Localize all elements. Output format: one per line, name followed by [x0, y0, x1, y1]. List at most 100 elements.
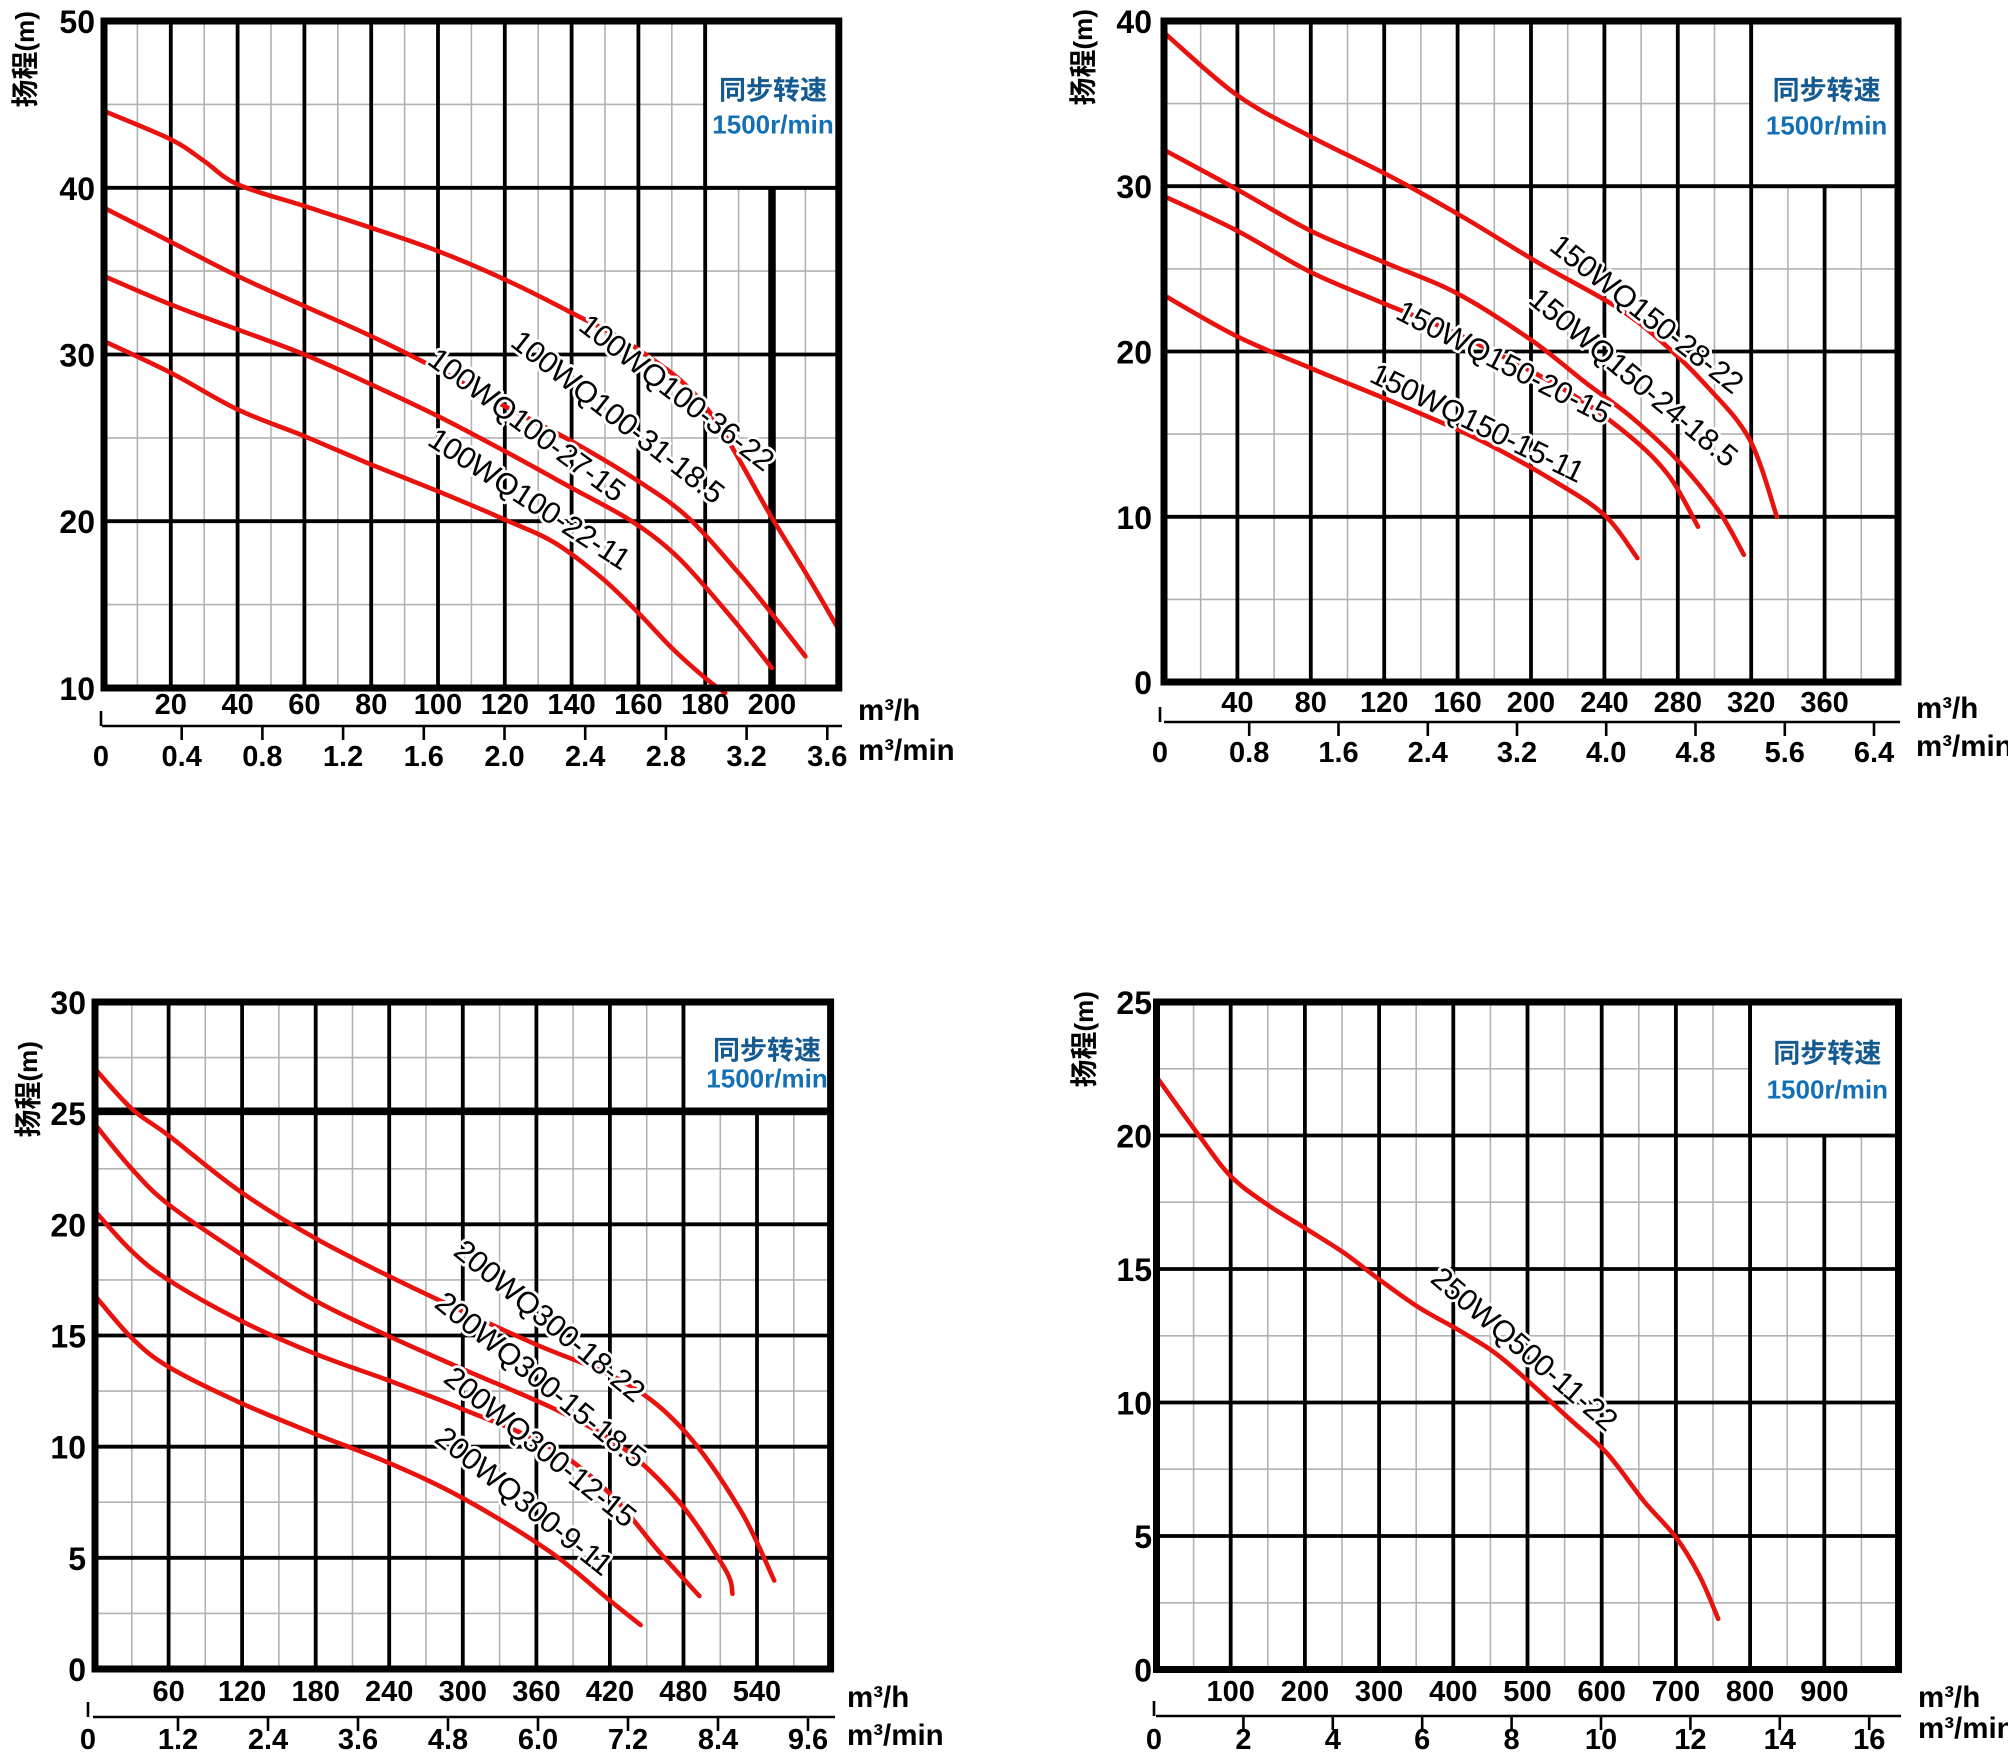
svg-text:800: 800 — [1726, 1676, 1774, 1708]
svg-text:7.2: 7.2 — [608, 1724, 648, 1756]
svg-text:180: 180 — [681, 689, 729, 721]
svg-text:0: 0 — [93, 741, 109, 773]
svg-text:3.6: 3.6 — [807, 741, 847, 773]
svg-text:3.6: 3.6 — [338, 1724, 378, 1756]
svg-text:420: 420 — [586, 1676, 634, 1708]
svg-text:20: 20 — [59, 504, 95, 540]
svg-text:140: 140 — [547, 689, 595, 721]
svg-text:200: 200 — [1281, 1676, 1329, 1708]
svg-text:40: 40 — [1221, 687, 1253, 719]
svg-text:2: 2 — [1235, 1724, 1251, 1756]
svg-text:10: 10 — [59, 671, 95, 707]
svg-text:2.4: 2.4 — [248, 1724, 288, 1756]
svg-text:6: 6 — [1414, 1724, 1430, 1756]
svg-text:4.8: 4.8 — [428, 1724, 468, 1756]
svg-text:0.4: 0.4 — [162, 741, 202, 773]
svg-text:180: 180 — [292, 1676, 340, 1708]
svg-text:600: 600 — [1578, 1676, 1626, 1708]
svg-text:6.4: 6.4 — [1854, 737, 1894, 769]
svg-text:2.4: 2.4 — [1408, 737, 1448, 769]
svg-text:80: 80 — [1295, 687, 1327, 719]
svg-text:8: 8 — [1504, 1724, 1520, 1756]
svg-text:(m): (m) — [1069, 991, 1099, 1031]
svg-text:16: 16 — [1853, 1724, 1885, 1756]
svg-text:10: 10 — [1585, 1724, 1617, 1756]
svg-text:100: 100 — [414, 689, 462, 721]
svg-text:25: 25 — [50, 1096, 86, 1132]
svg-text:200: 200 — [748, 689, 796, 721]
svg-text:1.2: 1.2 — [323, 741, 363, 773]
svg-text:1500r/min: 1500r/min — [706, 1064, 827, 1094]
svg-text:40: 40 — [221, 689, 253, 721]
svg-text:240: 240 — [1580, 687, 1628, 719]
svg-text:240: 240 — [365, 1676, 413, 1708]
svg-text:4.0: 4.0 — [1586, 737, 1626, 769]
svg-text:5: 5 — [68, 1541, 86, 1577]
svg-text:0: 0 — [1134, 665, 1152, 701]
svg-text:(m): (m) — [13, 1041, 43, 1081]
svg-text:0: 0 — [1146, 1724, 1162, 1756]
svg-text:300: 300 — [1355, 1676, 1403, 1708]
svg-text:120: 120 — [481, 689, 529, 721]
svg-text:5.6: 5.6 — [1765, 737, 1805, 769]
svg-text:1500r/min: 1500r/min — [1766, 111, 1887, 141]
svg-text:40: 40 — [1116, 4, 1152, 40]
svg-text:120: 120 — [218, 1676, 266, 1708]
svg-text:50: 50 — [59, 4, 95, 40]
svg-text:10: 10 — [1116, 1386, 1152, 1422]
svg-text:m³/min: m³/min — [1918, 1712, 2008, 1745]
svg-text:20: 20 — [1116, 1119, 1152, 1155]
svg-text:m³/h: m³/h — [1916, 692, 1978, 725]
svg-text:10: 10 — [50, 1430, 86, 1466]
svg-text:4.8: 4.8 — [1675, 737, 1715, 769]
svg-text:30: 30 — [59, 338, 95, 374]
svg-text:9.6: 9.6 — [788, 1724, 828, 1756]
svg-text:80: 80 — [355, 689, 387, 721]
svg-text:0: 0 — [80, 1724, 96, 1756]
svg-text:1.6: 1.6 — [1318, 737, 1358, 769]
svg-text:14: 14 — [1764, 1724, 1796, 1756]
svg-text:8.4: 8.4 — [698, 1724, 738, 1756]
svg-text:30: 30 — [1116, 169, 1152, 205]
svg-text:700: 700 — [1652, 1676, 1700, 1708]
svg-text:3.2: 3.2 — [726, 741, 766, 773]
svg-text:0: 0 — [1152, 737, 1168, 769]
svg-text:m³/h: m³/h — [847, 1681, 909, 1714]
svg-text:40: 40 — [59, 171, 95, 207]
svg-text:15: 15 — [50, 1319, 86, 1355]
svg-text:60: 60 — [288, 689, 320, 721]
svg-text:12: 12 — [1674, 1724, 1706, 1756]
svg-text:m³/min: m³/min — [847, 1719, 944, 1752]
svg-text:10: 10 — [1116, 500, 1152, 536]
svg-text:0.8: 0.8 — [242, 741, 282, 773]
svg-text:1500r/min: 1500r/min — [1767, 1075, 1888, 1105]
svg-text:300: 300 — [439, 1676, 487, 1708]
svg-text:m³/min: m³/min — [1916, 730, 2008, 763]
svg-text:m³/h: m³/h — [858, 694, 920, 727]
svg-text:400: 400 — [1429, 1676, 1477, 1708]
svg-text:100: 100 — [1207, 1676, 1255, 1708]
svg-text:120: 120 — [1360, 687, 1408, 719]
svg-text:480: 480 — [659, 1676, 707, 1708]
svg-text:20: 20 — [155, 689, 187, 721]
svg-text:540: 540 — [733, 1676, 781, 1708]
svg-text:1500r/min: 1500r/min — [712, 110, 833, 140]
svg-text:(m): (m) — [10, 11, 40, 51]
svg-text:160: 160 — [1433, 687, 1481, 719]
svg-text:2.0: 2.0 — [484, 741, 524, 773]
svg-text:2.8: 2.8 — [646, 741, 686, 773]
svg-text:320: 320 — [1727, 687, 1775, 719]
svg-text:15: 15 — [1116, 1252, 1152, 1288]
svg-text:3.2: 3.2 — [1497, 737, 1537, 769]
svg-text:160: 160 — [614, 689, 662, 721]
svg-text:360: 360 — [512, 1676, 560, 1708]
svg-text:280: 280 — [1654, 687, 1702, 719]
svg-text:6.0: 6.0 — [518, 1724, 558, 1756]
svg-text:360: 360 — [1800, 687, 1848, 719]
svg-text:25: 25 — [1116, 985, 1152, 1021]
svg-text:0.8: 0.8 — [1229, 737, 1269, 769]
svg-text:20: 20 — [1116, 335, 1152, 371]
svg-text:0: 0 — [1134, 1653, 1152, 1689]
svg-text:200: 200 — [1507, 687, 1555, 719]
svg-text:500: 500 — [1503, 1676, 1551, 1708]
